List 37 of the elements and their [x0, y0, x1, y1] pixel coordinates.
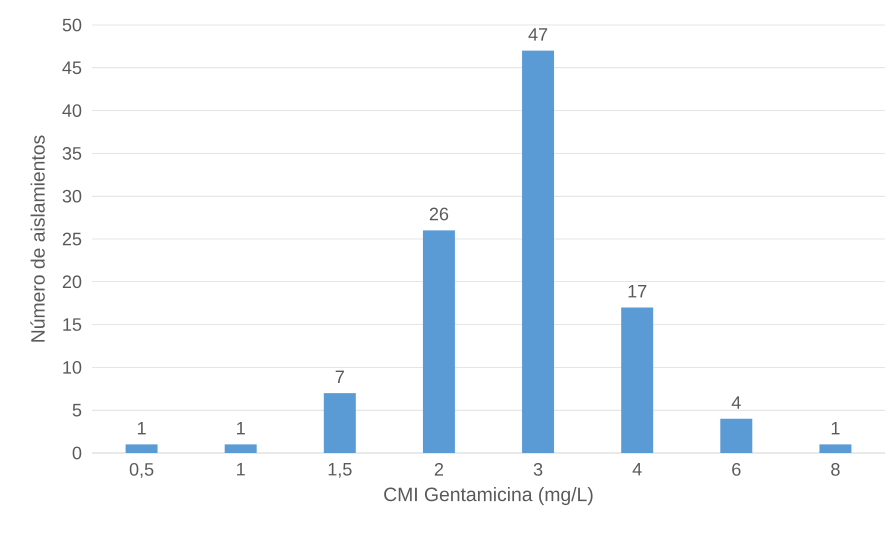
y-axis-title: Número de aislamientos — [30, 136, 45, 342]
data-label: 17 — [628, 285, 646, 298]
data-label: 4 — [732, 396, 741, 409]
x-tick-label: 2 — [434, 463, 444, 476]
data-label: 47 — [528, 28, 548, 41]
x-tick-label: 1,5 — [328, 463, 352, 478]
bar — [720, 418, 752, 453]
bar — [126, 444, 158, 453]
bar — [522, 50, 554, 453]
y-tick-label: 45 — [62, 62, 82, 74]
data-label: 7 — [336, 370, 344, 384]
data-label: 1 — [237, 422, 245, 434]
y-tick-label: 40 — [62, 104, 82, 117]
bar — [422, 230, 455, 453]
y-tick-label: 15 — [63, 318, 82, 331]
data-label: 26 — [430, 208, 448, 220]
bar — [324, 393, 356, 453]
y-tick-label: 5 — [72, 404, 82, 416]
x-tick-label: 3 — [534, 463, 542, 476]
x-tick-label: 1 — [237, 463, 245, 476]
bar — [819, 444, 852, 453]
y-tick-label: 10 — [63, 361, 82, 374]
x-axis-title: CMI Gentamicina (mg/L) — [384, 487, 593, 506]
data-label: 1 — [832, 422, 840, 434]
data-label: 1 — [138, 422, 146, 434]
x-tick-label: 8 — [831, 463, 840, 476]
y-tick-label: 0 — [72, 446, 82, 460]
bar — [621, 307, 654, 453]
y-tick-label: 50 — [62, 18, 82, 32]
x-tick-label: 4 — [632, 463, 642, 476]
y-tick-label: 30 — [62, 190, 82, 203]
y-tick-label: 25 — [62, 232, 82, 246]
bar — [224, 444, 257, 453]
x-tick-label: 6 — [732, 463, 741, 476]
y-tick-label: 20 — [62, 275, 82, 288]
x-tick-label: 0,5 — [130, 463, 154, 478]
y-tick-label: 35 — [62, 147, 82, 160]
